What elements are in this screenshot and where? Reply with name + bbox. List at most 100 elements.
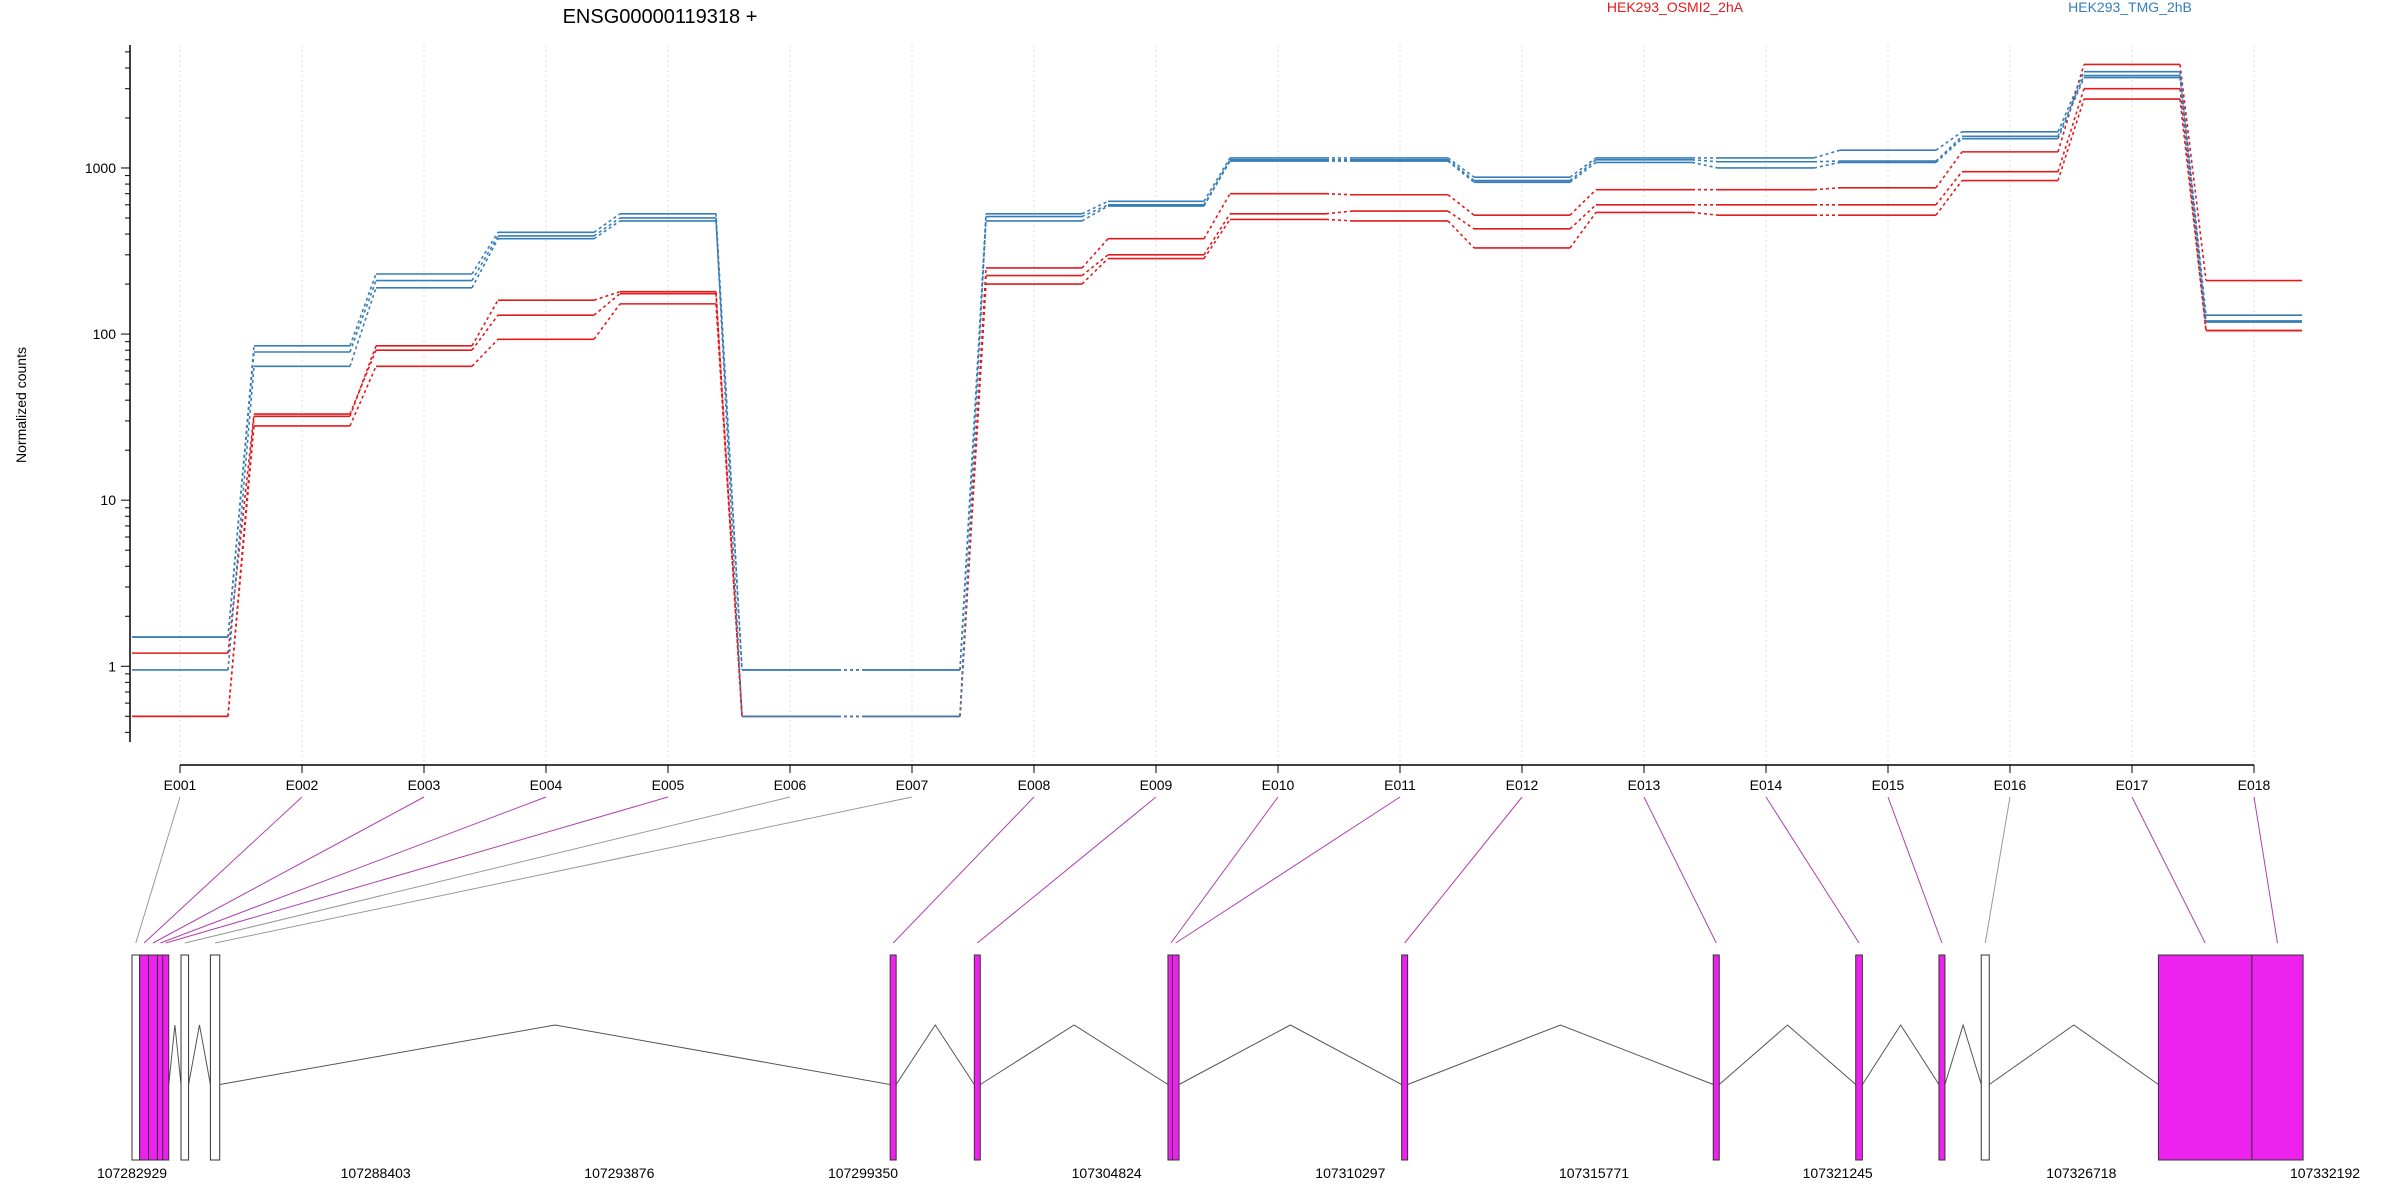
exon-connector xyxy=(184,796,791,944)
series-1 xyxy=(132,63,2302,718)
x-tick-label: E010 xyxy=(1262,777,1295,793)
exon-box xyxy=(1712,954,1720,1161)
series-connector xyxy=(349,273,377,347)
series-connector xyxy=(471,231,499,275)
intron-line xyxy=(1988,1024,2159,1085)
series-connector xyxy=(1081,200,1109,215)
exon-box xyxy=(162,954,170,1161)
exon-connector xyxy=(892,796,1035,944)
series-connector xyxy=(1569,211,1597,249)
x-tick-label: E017 xyxy=(2116,777,2149,793)
series-connector xyxy=(1691,161,1719,169)
exon-connector xyxy=(2253,796,2278,944)
series-connector xyxy=(959,284,987,717)
intron-line xyxy=(980,1024,1169,1085)
exon-connector xyxy=(2131,796,2206,944)
legend-label-group-a: HEK293_OSMI2_2hA xyxy=(1607,0,1744,15)
chart-title: ENSG00000119318 + xyxy=(563,6,758,28)
coordinate-label: 107321245 xyxy=(1803,1165,1873,1181)
series-3 xyxy=(132,98,2302,718)
series-connector xyxy=(2057,75,2085,137)
series-connector xyxy=(1081,204,1109,218)
series-connector xyxy=(1935,171,1963,206)
x-tick-label: E016 xyxy=(1994,777,2027,793)
y-tick-label: 10 xyxy=(100,492,116,508)
series-connector xyxy=(1081,205,1109,222)
exon-box xyxy=(1980,954,1990,1161)
series-connector xyxy=(1813,160,1841,163)
intron-line xyxy=(1861,1024,1940,1085)
exon-box xyxy=(148,954,158,1161)
series-connector xyxy=(1935,180,1963,216)
series-connector xyxy=(1447,160,1475,183)
x-tick-label: E011 xyxy=(1384,777,1416,793)
series-connector xyxy=(471,238,499,289)
axes: 1 10 100 1000 E001 E002 E003 E004 E005 E006 E007 E0… xyxy=(85,45,2271,793)
x-tick-label: E005 xyxy=(652,777,685,793)
exon-connector xyxy=(1887,796,1943,944)
intron-line xyxy=(1718,1024,1857,1085)
exon-connector xyxy=(135,796,181,944)
coordinate-label: 107310297 xyxy=(1315,1165,1385,1181)
series-connector xyxy=(593,220,621,240)
x-tick-label: E018 xyxy=(2238,777,2271,793)
exon-connector xyxy=(1765,796,1860,944)
series-6 xyxy=(132,76,2302,671)
series-connector xyxy=(1569,159,1597,182)
series-connector xyxy=(1813,149,1841,159)
coordinate-label: 107282929 xyxy=(97,1165,167,1181)
coordinate-label: 107304824 xyxy=(1072,1165,1142,1181)
x-tick-label: E004 xyxy=(530,777,563,793)
series-connector xyxy=(2057,77,2085,140)
series-connector xyxy=(593,303,621,340)
x-tick-label: E002 xyxy=(286,777,319,793)
series-connector xyxy=(715,303,743,717)
x-tick-label: E008 xyxy=(1018,777,1051,793)
series-connector xyxy=(1081,238,1109,269)
series-connector xyxy=(227,351,255,638)
x-tick-label: E003 xyxy=(408,777,441,793)
exon-box xyxy=(1938,954,1946,1161)
intron-line xyxy=(219,1024,891,1085)
series-4 xyxy=(132,70,2302,671)
exon-connector xyxy=(1170,796,1279,944)
series-connector xyxy=(1447,157,1475,178)
y-axis-label: Normalized counts xyxy=(13,347,29,463)
series-connector xyxy=(1325,192,1353,196)
series-connector xyxy=(227,425,255,717)
coordinate-label: 107326718 xyxy=(2046,1165,2116,1181)
exon-connector xyxy=(1984,796,2011,944)
gridlines xyxy=(179,45,2255,765)
x-tick-label: E014 xyxy=(1750,777,1783,793)
series-connector xyxy=(2179,64,2207,281)
exon-box xyxy=(973,954,981,1161)
exon-connector xyxy=(143,796,303,944)
series-connector xyxy=(227,366,255,671)
series-connector xyxy=(2179,88,2207,331)
exon-connector xyxy=(214,796,913,944)
series-connector xyxy=(1813,186,1841,191)
exon-box xyxy=(889,954,897,1161)
series-connector xyxy=(1447,220,1475,249)
series-connector xyxy=(1691,159,1719,163)
series-connector xyxy=(1569,161,1597,183)
series-connector xyxy=(1081,257,1109,285)
series-connector xyxy=(1569,189,1597,216)
exon-box xyxy=(1855,954,1863,1161)
x-tick-label: E015 xyxy=(1872,777,1905,793)
series-connector xyxy=(1447,194,1475,216)
series-connector xyxy=(1935,138,1963,164)
series-connector xyxy=(1325,218,1353,222)
series-connector xyxy=(593,213,621,233)
intron-line xyxy=(168,1024,182,1085)
series-connector xyxy=(1081,254,1109,277)
series-connector xyxy=(2057,98,2085,181)
series-connector xyxy=(349,287,377,367)
x-tick-label: E009 xyxy=(1140,777,1173,793)
series-connector xyxy=(1935,131,1963,151)
series-connector xyxy=(471,235,499,281)
series-connector xyxy=(1203,160,1231,207)
series-connector xyxy=(1569,157,1597,178)
exon-box xyxy=(2157,954,2253,1161)
